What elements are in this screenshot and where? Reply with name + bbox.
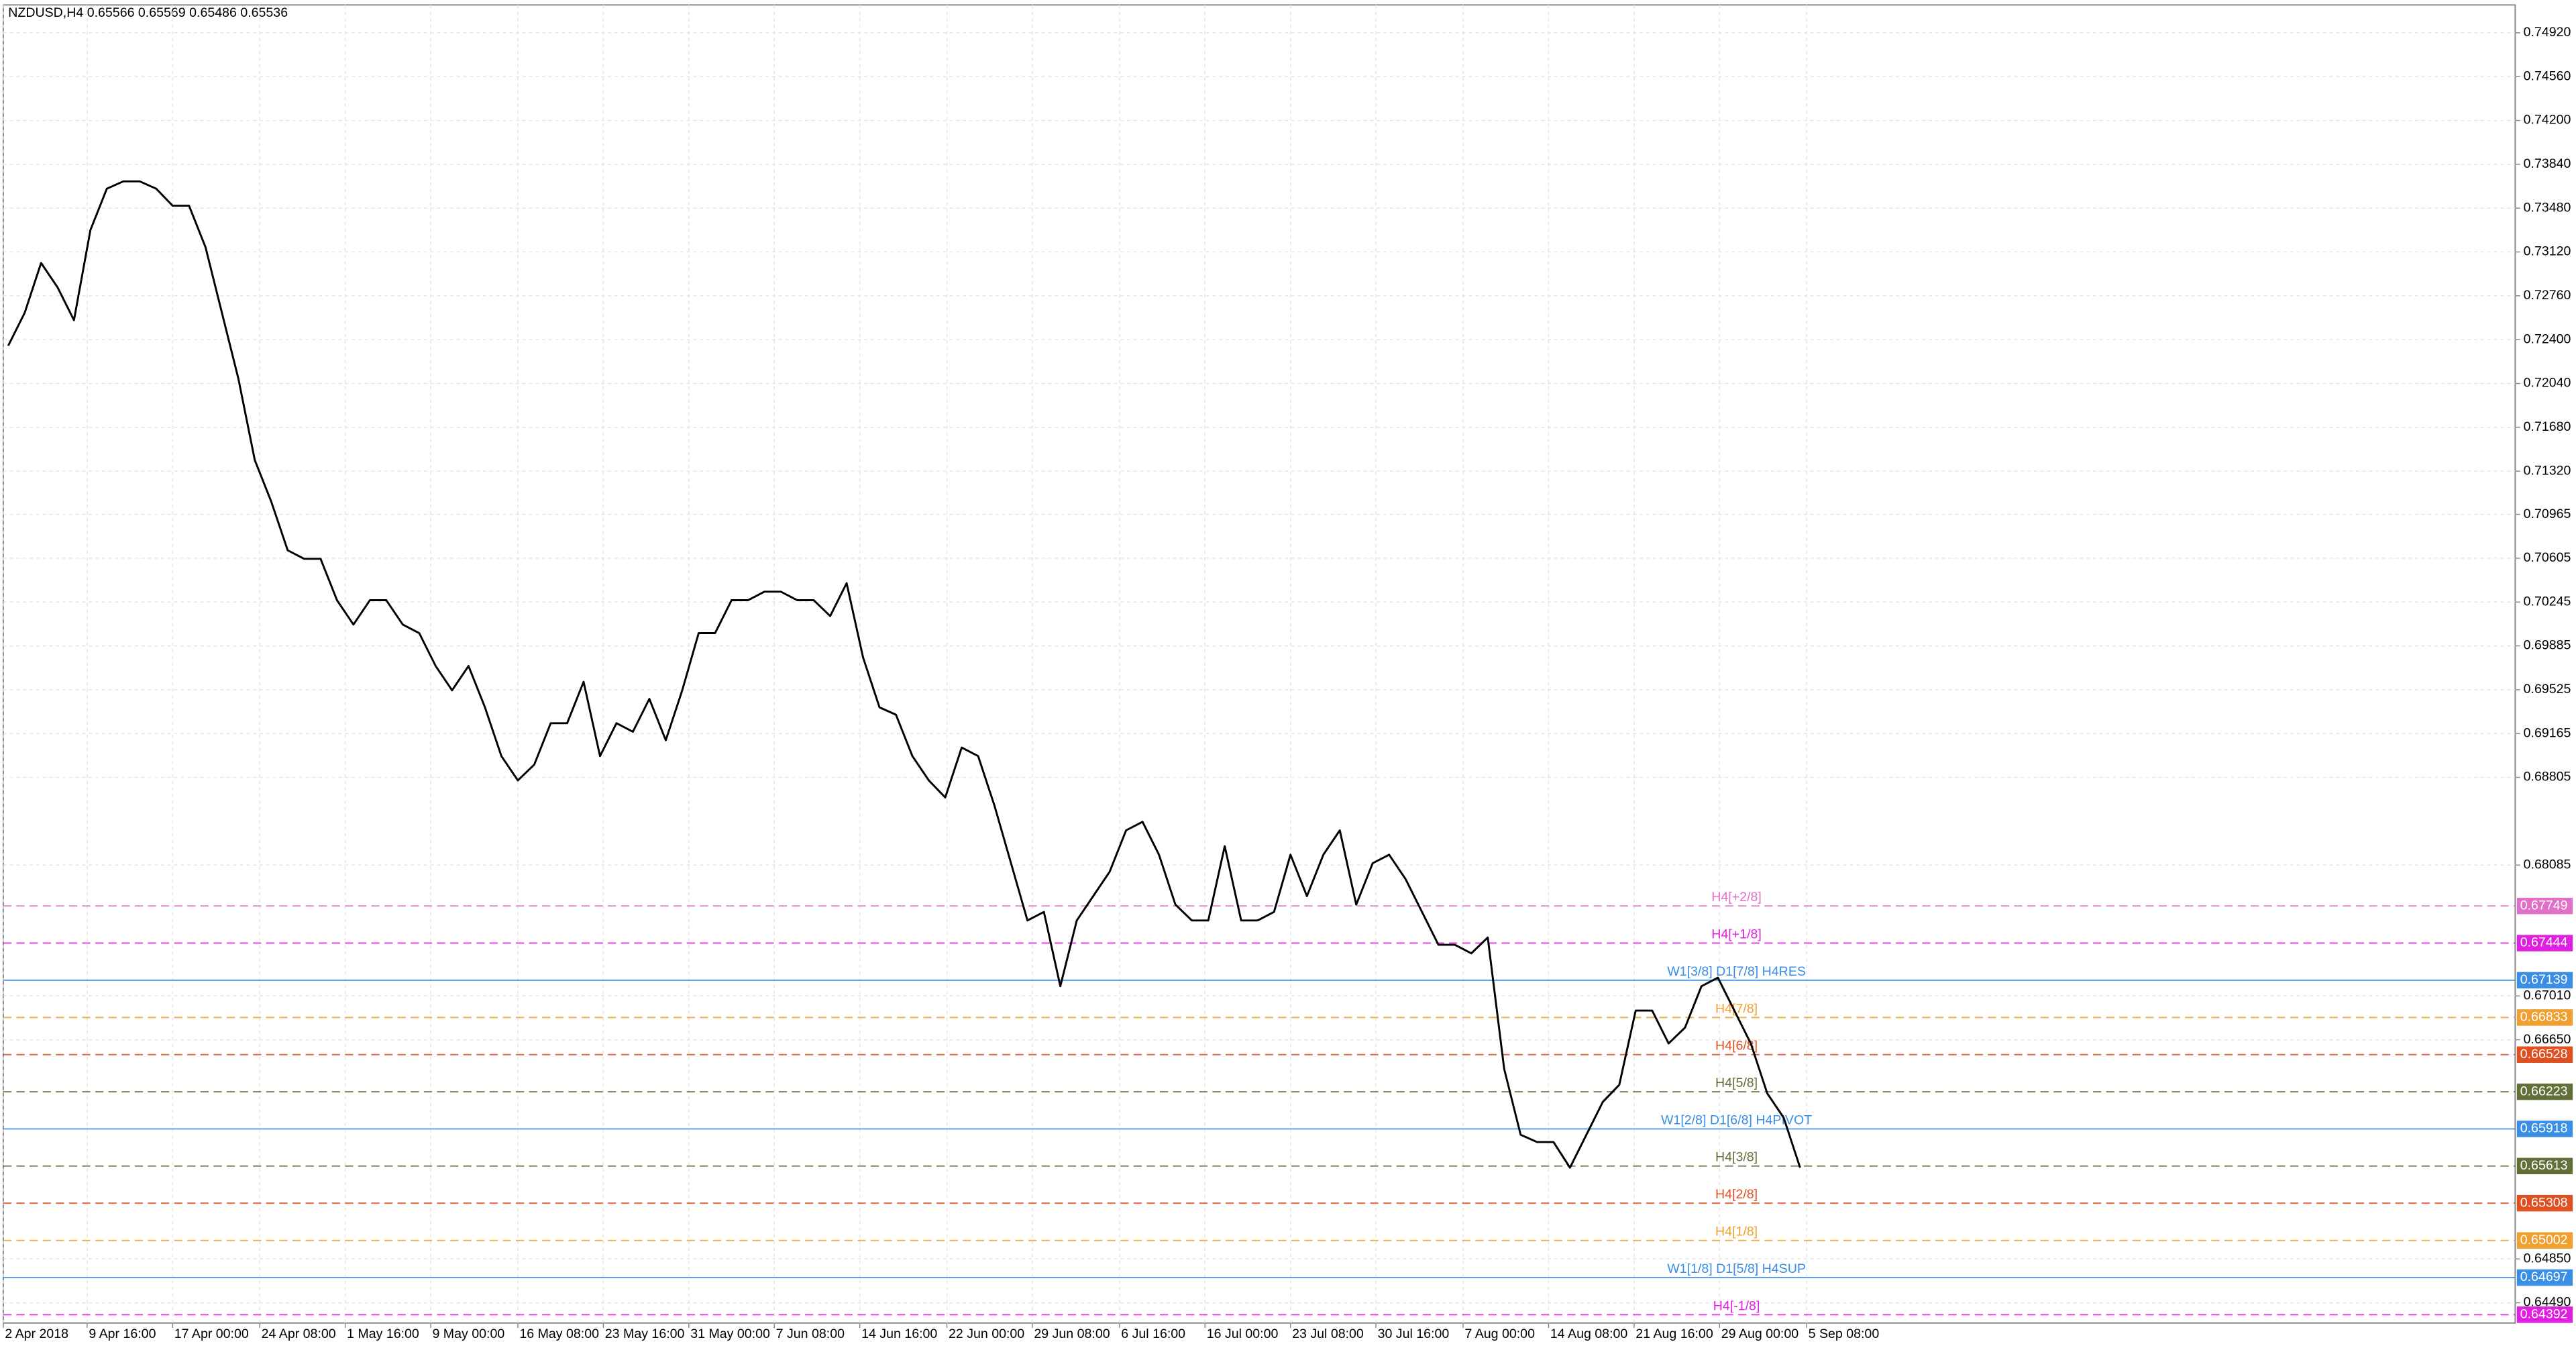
price-tag-label: 0.65002	[2520, 1233, 2568, 1247]
x-tick-label: 30 Jul 16:00	[1378, 1327, 1450, 1341]
price-tag	[2516, 1269, 2573, 1286]
y-tick-label: 0.64850	[2524, 1251, 2571, 1265]
price-tag	[2516, 897, 2573, 915]
price-tag-label: 0.67749	[2520, 898, 2568, 913]
y-tick-label: 0.74920	[2524, 25, 2571, 40]
y-tick-label: 0.66650	[2524, 1032, 2571, 1047]
y-tick-label: 0.72400	[2524, 331, 2571, 346]
price-tag	[2516, 1121, 2573, 1137]
price-tag-label: 0.65308	[2520, 1195, 2568, 1210]
y-tick-label: 0.69885	[2524, 638, 2571, 653]
level-label: H4[6/8]	[1715, 1039, 1758, 1053]
x-tick-label: 1 May 16:00	[347, 1327, 419, 1341]
y-tick-label: 0.69165	[2524, 725, 2571, 740]
x-tick-label: 14 Jun 16:00	[861, 1327, 937, 1341]
level-label: W1[3/8] D1[7/8] H4RES	[1667, 964, 1806, 979]
x-tick-label: 21 Aug 16:00	[1635, 1327, 1713, 1341]
chart-title: NZDUSD,H4 0.65566 0.65569 0.65486 0.6553…	[8, 5, 288, 20]
level-label: H4[+2/8]	[1711, 890, 1762, 904]
y-tick-label: 0.70605	[2524, 550, 2571, 565]
x-tick-label: 31 May 00:00	[690, 1327, 770, 1341]
price-tag	[2516, 1009, 2573, 1026]
y-tick-label: 0.70245	[2524, 594, 2571, 609]
price-tag-label: 0.65613	[2520, 1158, 2568, 1173]
x-tick-label: 7 Jun 08:00	[776, 1327, 845, 1341]
y-tick-label: 0.69525	[2524, 682, 2571, 696]
price-line	[7, 180, 1801, 1169]
x-tick-label: 17 Apr 00:00	[174, 1327, 249, 1341]
y-tick-label: 0.73120	[2524, 244, 2571, 259]
x-tick-label: 23 Jul 08:00	[1292, 1327, 1364, 1341]
y-tick-label: 0.74560	[2524, 68, 2571, 83]
price-tag-label: 0.66833	[2520, 1010, 2568, 1025]
price-tag-label: 0.64697	[2520, 1270, 2568, 1284]
y-tick-label: 0.68805	[2524, 770, 2571, 784]
price-tag-label: 0.67139	[2520, 972, 2568, 987]
level-label: H4[1/8]	[1715, 1225, 1758, 1239]
y-tick-label: 0.70965	[2524, 507, 2571, 521]
price-tag-label: 0.66528	[2520, 1047, 2568, 1062]
level-label: H4[-1/8]	[1713, 1298, 1760, 1313]
y-tick-label: 0.72760	[2524, 288, 2571, 303]
level-label: H4[7/8]	[1715, 1001, 1758, 1016]
y-tick-label: 0.74200	[2524, 113, 2571, 127]
price-tag	[2516, 1046, 2573, 1064]
x-tick-label: 29 Jun 08:00	[1034, 1327, 1110, 1341]
x-tick-label: 24 Apr 08:00	[262, 1327, 336, 1341]
level-label: H4[3/8]	[1715, 1150, 1758, 1165]
price-tag	[2516, 1194, 2573, 1212]
x-tick-label: 9 May 00:00	[432, 1327, 504, 1341]
x-tick-label: 6 Jul 16:00	[1121, 1327, 1185, 1341]
x-tick-label: 16 May 08:00	[519, 1327, 599, 1341]
y-tick-label: 0.67010	[2524, 988, 2571, 1002]
level-label: H4[2/8]	[1715, 1187, 1758, 1202]
y-tick-label: 0.64490	[2524, 1295, 2571, 1310]
price-tag-label: 0.65918	[2520, 1121, 2568, 1136]
y-tick-label: 0.73840	[2524, 156, 2571, 171]
price-tag	[2516, 1232, 2573, 1249]
price-tag	[2516, 1157, 2573, 1175]
price-tag-label: 0.64392	[2520, 1307, 2568, 1322]
x-tick-label: 9 Apr 16:00	[89, 1327, 156, 1341]
price-tag	[2516, 935, 2573, 951]
price-tag-label: 0.66223	[2520, 1084, 2568, 1098]
y-tick-label: 0.68085	[2524, 857, 2571, 872]
x-tick-label: 2 Apr 2018	[5, 1327, 68, 1341]
y-tick-label: 0.73480	[2524, 200, 2571, 215]
x-tick-label: 23 May 16:00	[605, 1327, 685, 1341]
y-tick-label: 0.72040	[2524, 376, 2571, 391]
level-label: W1[1/8] D1[5/8] H4SUP	[1667, 1261, 1806, 1276]
y-tick-label: 0.71680	[2524, 419, 2571, 434]
x-tick-label: 22 Jun 00:00	[949, 1327, 1024, 1341]
level-label: H4[5/8]	[1715, 1076, 1758, 1090]
x-tick-label: 7 Aug 00:00	[1464, 1327, 1535, 1341]
x-tick-label: 29 Aug 00:00	[1721, 1327, 1799, 1341]
price-tag	[2516, 1306, 2573, 1323]
price-tag	[2516, 972, 2573, 989]
x-tick-label: 14 Aug 08:00	[1550, 1327, 1628, 1341]
price-tag-label: 0.67444	[2520, 935, 2568, 950]
price-tag	[2516, 1083, 2573, 1100]
level-label: W1[2/8] D1[6/8] H4PIVOT	[1661, 1112, 1812, 1127]
level-label: H4[+1/8]	[1711, 927, 1762, 941]
x-tick-label: 5 Sep 08:00	[1809, 1327, 1880, 1341]
y-tick-label: 0.71320	[2524, 463, 2571, 478]
x-tick-label: 16 Jul 00:00	[1207, 1327, 1279, 1341]
